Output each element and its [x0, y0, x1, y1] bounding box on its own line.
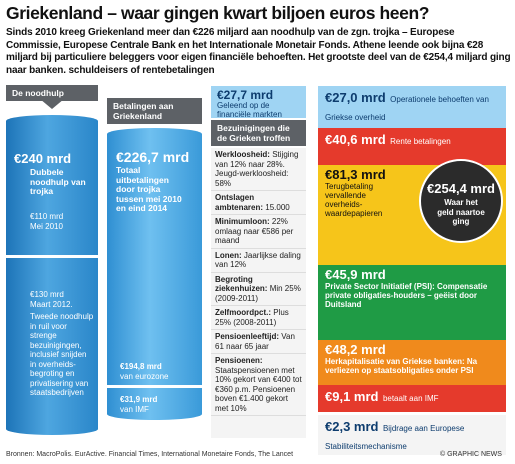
spending-item: €45,9 mrd Private Sector Initiatief (PSI)… [318, 265, 506, 340]
amount: €27,0 mrd [325, 90, 386, 105]
text: 22% omlaag naar €586 per maand [215, 217, 294, 245]
label: Rente betalingen [390, 137, 451, 146]
label: Terugbetaling vervallende overheids-waar… [325, 182, 383, 218]
amount: €9,1 mrd [325, 389, 379, 404]
term: Werkloosheid: [215, 150, 270, 159]
spending-item: €9,1 mrd betaalt aan IMF [318, 385, 506, 412]
label: Operationele behoeften van Griekse overh… [325, 95, 489, 122]
label: van eurozone [120, 372, 169, 381]
label: betaalt aan IMF [382, 394, 439, 403]
payments-column [107, 128, 202, 420]
amount: €110 mrd [30, 212, 64, 221]
amount: €27,7 mrd [217, 88, 274, 102]
term: Lonen: [215, 250, 242, 260]
amount: €40,6 mrd [325, 132, 386, 147]
divider [107, 385, 202, 388]
label: Private Sector Initiatief (PSI): Compens… [325, 282, 488, 309]
austerity-item: Ontslagen ambtenaren: 15.000 [211, 191, 306, 215]
austerity-item: Lonen: Jaarlijkse daling van 12% [211, 249, 306, 273]
text: Plus 25% (2008-2011) [215, 308, 289, 327]
text: 15.000 [265, 202, 290, 212]
spending-item: €2,3 mrd Bijdrage aan Europese Stabilite… [318, 415, 506, 455]
intro: Sinds 2010 kreeg Griekenland meer dan €2… [6, 27, 511, 76]
term: Minimumloon: [215, 217, 270, 226]
payments-header: Betalingen aan Griekenland [107, 98, 202, 124]
amount: €194,8 mrd [120, 362, 162, 371]
label: van IMF [120, 405, 149, 414]
austerity-list: Werkloosheid: Stijging van 12% naar 28%.… [211, 148, 306, 438]
spending-item: €48,2 mrd Herkapitalisatie van Griekse ba… [318, 340, 506, 385]
austerity-item: Pensioenleeftijd: Van 61 naar 65 jaar [211, 330, 306, 354]
austerity-item: Zelfmoordpct.: Plus 25% (2008-2011) [211, 306, 306, 330]
label: Bijdrage aan Europese Stabiliteitsmechan… [325, 424, 465, 451]
amount: €2,3 mrd [325, 419, 379, 434]
amount: €240 mrd [14, 151, 72, 166]
label: Herkapitalisatie van Griekse banken: Na … [325, 357, 478, 375]
term: Pensioenleeftijd: [215, 332, 280, 341]
amount: €31,9 mrd [120, 395, 158, 404]
sources: Bronnen: MacroPolis. EurActive. Financia… [6, 451, 294, 458]
amount: €45,9 mrd [325, 267, 386, 282]
title: Griekenland – waar gingen kwart biljoen … [6, 3, 430, 23]
spending-item: €40,6 mrd Rente betalingen [318, 128, 506, 165]
amount: €226,7 mrd [116, 149, 190, 165]
text: Stijging van 12% naar 28%. Jeugd-werkloo… [215, 150, 299, 188]
label: Dubbele noodhulp van trojka [30, 167, 86, 196]
austerity-item: Pensioenen: Staatspensioenen met 10% gek… [211, 354, 306, 416]
credit: © GRAPHIC NEWS [440, 451, 502, 458]
aid-column [6, 115, 98, 435]
text: Min 25% (2009-2011) [215, 284, 301, 303]
amount: €81,3 mrd [325, 167, 386, 182]
austerity-header: Bezuinigingen die de Grieken troffen [211, 120, 306, 146]
arrow [40, 99, 64, 109]
term: Begroting ziekenhuizen: [215, 274, 268, 294]
term: Pensioenen: [215, 356, 263, 365]
total: €254,4 mrd [427, 181, 495, 196]
spending-item: €27,0 mrd Operationele behoeften van Gri… [318, 86, 506, 128]
label: Totaal uitbetalingen door trojka tussen … [116, 165, 182, 213]
text: Tweede noodhulp in ruil voor strenge bez… [30, 312, 94, 397]
aid-header: De noodhulp [6, 85, 98, 101]
label: Geleend op de financiële markten [217, 101, 282, 119]
text: Van 61 naar 65 jaar [215, 332, 295, 351]
term: Ontslagen ambtenaren: [215, 193, 264, 212]
amount: €130 mrd [30, 290, 64, 299]
amount: €48,2 mrd [325, 342, 386, 357]
term: Zelfmoordpct.: [215, 308, 271, 317]
total-circle [419, 159, 503, 243]
label: Maart 2012. [30, 300, 73, 309]
markets-box: €27,7 mrd Geleend op de financiële markt… [211, 86, 306, 118]
text: Jaarlijkse daling van 12% [215, 250, 301, 270]
text: Staatspensioenen met 10% gekort van €400… [215, 365, 302, 413]
label: Mei 2010 [30, 222, 63, 231]
austerity-item: Begroting ziekenhuizen: Min 25% (2009-20… [211, 273, 306, 306]
divider [6, 255, 98, 258]
austerity-item: Minimumloon: 22% omlaag naar €586 per ma… [211, 215, 306, 249]
total-label: Waar het geld naartoe ging [437, 198, 485, 226]
austerity-item: Werkloosheid: Stijging van 12% naar 28%.… [211, 148, 306, 191]
